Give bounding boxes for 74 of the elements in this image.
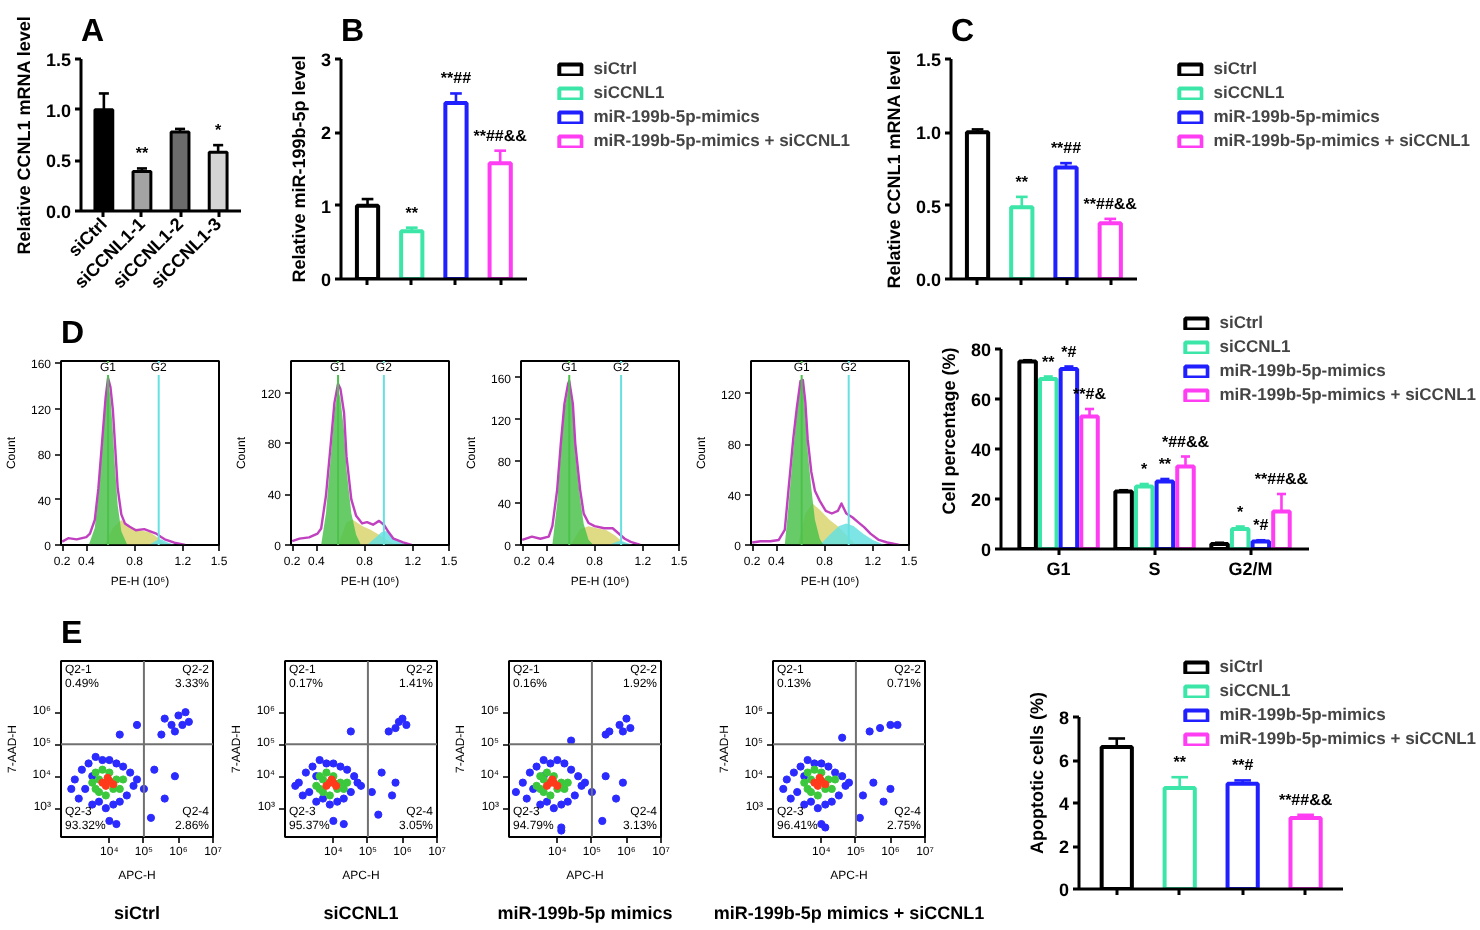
legend-label: siCCNL1	[1213, 82, 1285, 102]
legend-label: miR-199b-5p-mimics	[1219, 704, 1386, 724]
y-tick-label: 8	[1058, 708, 1070, 728]
y-tick-label: 20	[970, 490, 992, 510]
legend-label: miR-199b-5p-mimics + siCCNL1	[593, 130, 850, 150]
y-tick-label: 4	[1058, 794, 1070, 814]
y-tick-label: 1.0	[915, 123, 942, 144]
legend-label: miR-199b-5p-mimics + siCCNL1	[1219, 384, 1476, 404]
data-label: **	[1173, 753, 1188, 772]
text: A	[81, 15, 105, 49]
text: C	[951, 15, 975, 49]
y-tick-label: 0.0	[45, 202, 72, 222]
data-label: **##&&	[1278, 790, 1333, 809]
text: miR-199b-5p mimics	[497, 903, 673, 923]
legend-label: miR-199b-5p-mimics + siCCNL1	[1219, 728, 1476, 748]
y-tick-label: 0.0	[915, 270, 942, 290]
y-tick-label: 0.5	[915, 196, 942, 217]
x-tick-label: S	[1148, 559, 1161, 579]
legend-label: siCtrl	[1213, 58, 1257, 78]
y-tick-label: 0	[1058, 880, 1070, 900]
legend-label: miR-199b-5p-mimics	[593, 106, 760, 126]
y-tick-label: 1	[320, 196, 332, 217]
legend-label: siCCNL1	[593, 82, 665, 102]
data-label: **	[1015, 172, 1030, 191]
data-label: **##&&	[1254, 470, 1309, 488]
y-tick-label: 0.5	[45, 151, 72, 172]
y-axis-title: Relative miR-199b-5p level	[288, 55, 309, 283]
legend-label: siCCNL1	[1219, 680, 1291, 700]
data-label: **	[405, 203, 420, 222]
y-tick-label: 3	[320, 50, 332, 70]
y-tick-label: 40	[970, 440, 992, 460]
text: E	[61, 617, 83, 651]
data-label: *	[1141, 460, 1150, 478]
y-tick-label: 1.5	[915, 50, 942, 70]
y-tick-label: 80	[970, 340, 992, 360]
y-axis-title: Relative CCNL1 mRNA level	[13, 16, 34, 255]
y-tick-label: 2	[1058, 837, 1070, 857]
data-label: **##&&	[473, 126, 528, 145]
data-label: *##&&	[1161, 432, 1210, 451]
text: miR-199b-5p mimics + siCCNL1	[713, 903, 985, 923]
legend-label: miR-199b-5p-mimics	[1219, 360, 1386, 380]
text: B	[341, 15, 365, 49]
y-tick-label: 0	[980, 540, 992, 560]
y-tick-label: 1.5	[45, 50, 72, 70]
data-label: *	[215, 121, 224, 140]
data-label: **	[1042, 352, 1057, 371]
data-label: *#	[1061, 342, 1078, 361]
y-tick-label: 6	[1058, 751, 1070, 771]
data-label: **	[135, 144, 150, 163]
x-tick-label: G1	[1046, 559, 1071, 579]
legend-label: siCCNL1	[1219, 336, 1291, 356]
data-label: **##&&	[1083, 194, 1138, 213]
legend-label: miR-199b-5p-mimics	[1213, 106, 1380, 126]
y-axis-title: Relative CCNL1 mRNA level	[883, 50, 904, 289]
data-label: **##	[440, 69, 473, 88]
text: siCtrl	[113, 903, 161, 923]
text: siCCNL1	[323, 903, 399, 923]
data-label: **	[1158, 455, 1173, 473]
legend-label: siCtrl	[1219, 312, 1263, 332]
y-axis-title: Apoptotic cells (%)	[1026, 691, 1047, 854]
legend-label: siCtrl	[1219, 656, 1263, 676]
data-label: *#	[1253, 516, 1270, 535]
legend-label: miR-199b-5p-mimics + siCCNL1	[1213, 130, 1470, 150]
data-label: **#	[1231, 756, 1255, 775]
x-tick-label: G2/M	[1228, 559, 1273, 579]
data-label: *	[1237, 502, 1246, 521]
y-axis-title: Cell percentage (%)	[938, 347, 959, 515]
text: D	[61, 317, 85, 351]
data-label: **##	[1050, 139, 1083, 158]
y-tick-label: 60	[970, 390, 992, 410]
legend-label: siCtrl	[593, 58, 637, 78]
y-tick-label: 1.0	[45, 100, 72, 121]
y-tick-label: 2	[320, 123, 332, 144]
y-tick-label: 0	[320, 270, 332, 290]
